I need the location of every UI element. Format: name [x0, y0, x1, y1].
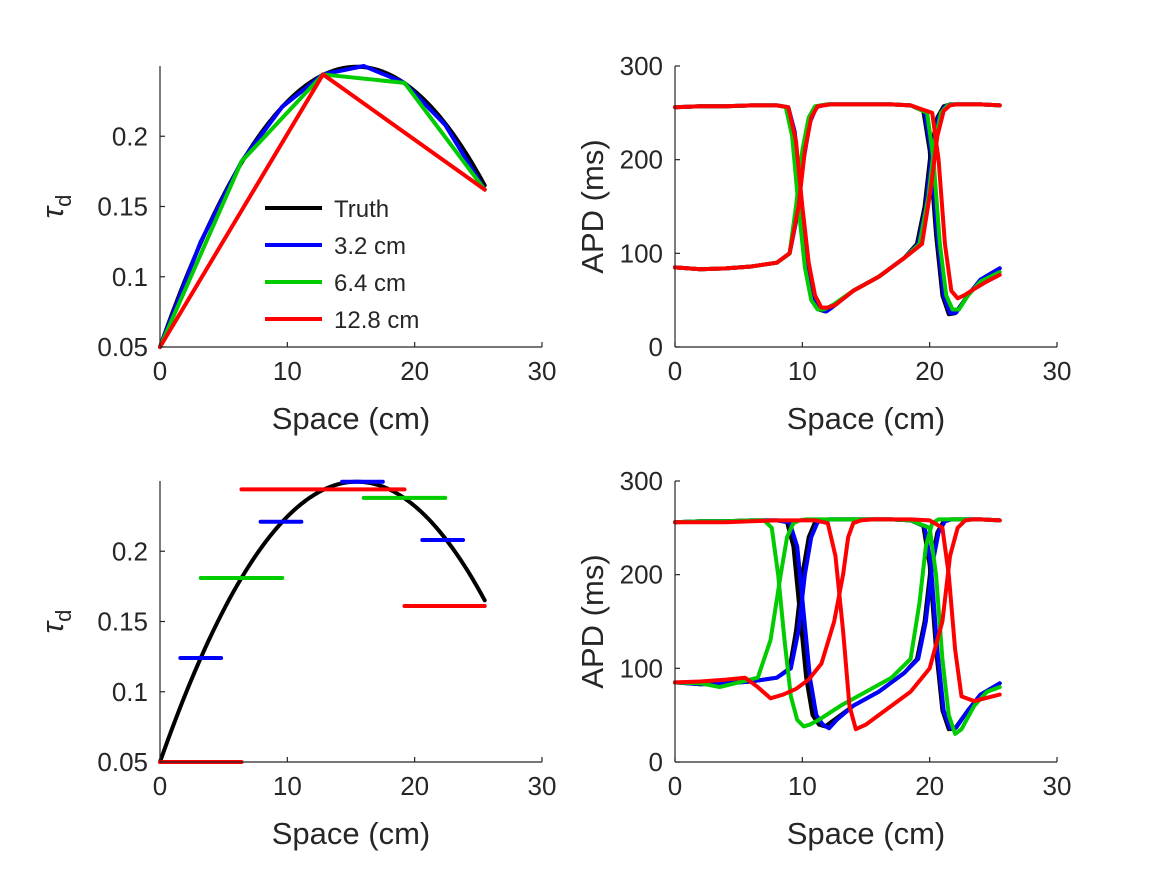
legend: Truth 3.2 cm 6.4 cm 12.8 cm — [265, 196, 419, 334]
y-tick-label: 200 — [620, 560, 663, 590]
x-tick-label: 10 — [788, 771, 817, 801]
x-tick-label: 30 — [528, 771, 557, 801]
y-tick-label: 200 — [620, 145, 663, 175]
x-tick-label: 0 — [668, 771, 682, 801]
x-tick-label: 0 — [668, 356, 682, 386]
series-truth-line — [158, 479, 487, 764]
x-tick-label: 10 — [273, 771, 302, 801]
y-tick-label: 300 — [620, 51, 663, 81]
series-12-8-cm-line — [158, 72, 487, 349]
panel-bottom-left: 0 10 20 30 0.05 0.1 0.15 0.2 Space (cm) τd — [35, 479, 557, 851]
y-tick-label: 300 — [620, 466, 663, 496]
x-tick-label: 30 — [1043, 356, 1072, 386]
series-3-2-cm-line — [158, 64, 487, 349]
legend-label: 12.8 cm — [334, 307, 419, 334]
series-6-4-cm-line — [673, 517, 1002, 736]
y-tick-label: 0.15 — [97, 192, 148, 222]
series-12-8-cm-line — [673, 102, 1002, 310]
legend-label: 3.2 cm — [334, 233, 406, 260]
x-tick-label: 30 — [528, 356, 557, 386]
y-tick-label: 0.1 — [112, 262, 148, 292]
panel-top-left: 0 10 20 30 0.05 0.1 0.15 0.2 Space (cm) τd Truth 3.… — [35, 64, 557, 436]
y-tick-label: 0.2 — [112, 536, 148, 566]
y-axis-label: τd — [35, 195, 76, 219]
y-axis-label: APD (ms) — [575, 139, 610, 273]
y-tick-label: 0.05 — [97, 747, 148, 777]
legend-label: 6.4 cm — [334, 270, 406, 297]
x-axis-label: Space (cm) — [787, 816, 945, 851]
y-tick-label: 0 — [649, 747, 663, 777]
x-tick-label: 30 — [1043, 771, 1072, 801]
y-tick-label: 100 — [620, 238, 663, 268]
y-tick-label: 0.05 — [97, 332, 148, 362]
legend-label: Truth — [334, 196, 389, 223]
x-axis-label: Space (cm) — [272, 401, 430, 436]
series-12-8-cm-line — [673, 517, 1002, 732]
x-tick-label: 20 — [400, 771, 429, 801]
x-axis-label: Space (cm) — [787, 401, 945, 436]
y-axis-label: τd — [35, 610, 76, 634]
x-tick-label: 20 — [915, 771, 944, 801]
series-12-8-cm-line — [673, 102, 1002, 301]
y-tick-label: 0.2 — [112, 121, 148, 151]
y-tick-label: 0 — [649, 332, 663, 362]
y-tick-label: 0.15 — [97, 607, 148, 637]
y-axis-label: APD (ms) — [575, 554, 610, 688]
x-tick-label: 10 — [273, 356, 302, 386]
y-tick-label: 0.1 — [112, 677, 148, 707]
x-tick-label: 0 — [153, 356, 167, 386]
series-truth-line — [158, 64, 487, 349]
x-tick-label: 10 — [788, 356, 817, 386]
x-axis-label: Space (cm) — [272, 816, 430, 851]
y-tick-label: 100 — [620, 653, 663, 683]
x-tick-label: 20 — [915, 356, 944, 386]
x-tick-label: 20 — [400, 356, 429, 386]
x-tick-label: 0 — [153, 771, 167, 801]
